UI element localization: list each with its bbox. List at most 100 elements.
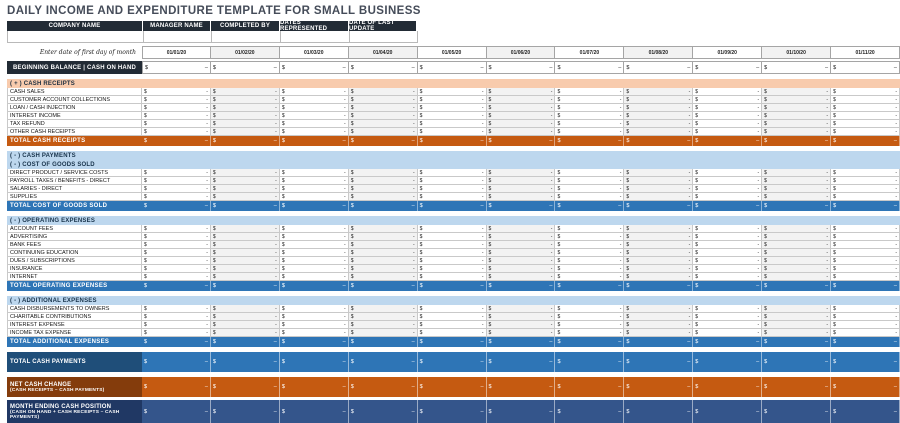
amount-cell[interactable]: $ - (624, 241, 694, 249)
summary-amount-cell[interactable]: $ – (555, 352, 625, 372)
amount-cell[interactable]: $ - (624, 257, 694, 265)
amount-cell[interactable]: $ - (762, 225, 832, 233)
amount-cell[interactable]: $ - (142, 233, 211, 241)
amount-cell[interactable]: $ - (417, 233, 487, 241)
amount-cell[interactable]: $ - (210, 329, 280, 337)
amount-cell[interactable]: $ - (417, 257, 487, 265)
amount-cell[interactable]: $ - (624, 120, 694, 128)
amount-cell[interactable]: $ - (279, 128, 349, 136)
amount-cell[interactable]: $ - (279, 88, 349, 96)
amount-cell[interactable]: $ - (831, 112, 900, 120)
total-amount-cell[interactable]: $ – (624, 337, 694, 347)
amount-cell[interactable]: $ - (762, 88, 832, 96)
amount-cell[interactable]: $ - (555, 88, 625, 96)
amount-cell[interactable]: $ - (348, 233, 418, 241)
amount-cell[interactable]: $ - (693, 233, 763, 241)
amount-cell[interactable]: $ - (279, 321, 349, 329)
amount-cell[interactable]: $ - (762, 128, 832, 136)
total-amount-cell[interactable]: $ – (693, 136, 763, 146)
total-amount-cell[interactable]: $ – (693, 337, 763, 347)
amount-cell[interactable]: $ - (555, 128, 625, 136)
amount-cell[interactable]: $ - (624, 88, 694, 96)
total-amount-cell[interactable]: $ – (693, 201, 763, 211)
info-input-cell[interactable] (7, 31, 144, 43)
amount-cell[interactable]: $ - (210, 313, 280, 321)
amount-cell[interactable]: $ - (417, 128, 487, 136)
amount-cell[interactable]: $ - (831, 169, 900, 177)
amount-cell[interactable]: $ - (142, 329, 211, 337)
amount-cell[interactable]: $ - (693, 177, 763, 185)
amount-cell[interactable]: $ - (348, 225, 418, 233)
date-cell[interactable]: 01/03/20 (279, 46, 349, 59)
amount-cell[interactable]: $ - (417, 88, 487, 96)
summary-amount-cell[interactable]: $ – (210, 352, 280, 372)
amount-cell[interactable]: $ - (693, 96, 763, 104)
amount-cell[interactable]: $ - (693, 185, 763, 193)
total-amount-cell[interactable]: $ – (762, 201, 832, 211)
amount-cell[interactable]: $ - (762, 185, 832, 193)
amount-cell[interactable]: $ - (693, 249, 763, 257)
amount-cell[interactable]: $ - (279, 273, 349, 281)
amount-cell[interactable]: $ - (831, 128, 900, 136)
amount-cell[interactable]: $ – (417, 61, 487, 74)
amount-cell[interactable]: $ - (831, 104, 900, 112)
info-input-cell[interactable] (211, 31, 281, 43)
amount-cell[interactable]: $ - (693, 88, 763, 96)
amount-cell[interactable]: $ - (279, 233, 349, 241)
amount-cell[interactable]: $ - (762, 112, 832, 120)
amount-cell[interactable]: $ - (348, 313, 418, 321)
amount-cell[interactable]: $ - (417, 273, 487, 281)
amount-cell[interactable]: $ - (486, 88, 556, 96)
summary-amount-cell[interactable]: $ – (279, 377, 349, 397)
summary-amount-cell[interactable]: $ – (693, 352, 763, 372)
amount-cell[interactable]: $ - (555, 313, 625, 321)
summary-amount-cell[interactable]: $ – (348, 400, 418, 423)
summary-amount-cell[interactable]: $ – (348, 377, 418, 397)
amount-cell[interactable]: $ - (693, 313, 763, 321)
total-amount-cell[interactable]: $ – (555, 136, 625, 146)
summary-amount-cell[interactable]: $ – (142, 400, 211, 423)
amount-cell[interactable]: $ - (210, 249, 280, 257)
summary-amount-cell[interactable]: $ – (624, 352, 694, 372)
amount-cell[interactable]: $ - (762, 104, 832, 112)
amount-cell[interactable]: $ - (279, 193, 349, 201)
summary-amount-cell[interactable]: $ – (624, 377, 694, 397)
summary-amount-cell[interactable]: $ – (486, 352, 556, 372)
amount-cell[interactable]: $ - (417, 249, 487, 257)
amount-cell[interactable]: $ - (624, 313, 694, 321)
amount-cell[interactable]: $ - (762, 193, 832, 201)
amount-cell[interactable]: $ - (279, 305, 349, 313)
total-amount-cell[interactable]: $ – (831, 337, 900, 347)
amount-cell[interactable]: $ – (210, 61, 280, 74)
amount-cell[interactable]: $ - (279, 313, 349, 321)
total-amount-cell[interactable]: $ – (142, 281, 211, 291)
amount-cell[interactable]: $ - (555, 169, 625, 177)
amount-cell[interactable]: $ - (417, 225, 487, 233)
amount-cell[interactable]: $ - (417, 120, 487, 128)
amount-cell[interactable]: $ - (624, 128, 694, 136)
amount-cell[interactable]: $ - (486, 225, 556, 233)
summary-amount-cell[interactable]: $ – (831, 400, 900, 423)
amount-cell[interactable]: $ - (555, 112, 625, 120)
amount-cell[interactable]: $ - (831, 257, 900, 265)
amount-cell[interactable]: $ - (210, 169, 280, 177)
amount-cell[interactable]: $ - (417, 321, 487, 329)
summary-amount-cell[interactable]: $ – (486, 377, 556, 397)
amount-cell[interactable]: $ - (348, 128, 418, 136)
amount-cell[interactable]: $ - (142, 321, 211, 329)
amount-cell[interactable]: $ - (142, 249, 211, 257)
amount-cell[interactable]: $ - (624, 96, 694, 104)
amount-cell[interactable]: $ - (693, 120, 763, 128)
amount-cell[interactable]: $ - (417, 112, 487, 120)
amount-cell[interactable]: $ - (831, 225, 900, 233)
total-amount-cell[interactable]: $ – (486, 337, 556, 347)
amount-cell[interactable]: $ - (348, 305, 418, 313)
amount-cell[interactable]: $ - (417, 193, 487, 201)
amount-cell[interactable]: $ - (348, 104, 418, 112)
total-amount-cell[interactable]: $ – (348, 281, 418, 291)
total-amount-cell[interactable]: $ – (486, 281, 556, 291)
amount-cell[interactable]: $ - (417, 96, 487, 104)
amount-cell[interactable]: $ - (555, 265, 625, 273)
amount-cell[interactable]: $ - (279, 329, 349, 337)
amount-cell[interactable]: $ - (762, 249, 832, 257)
